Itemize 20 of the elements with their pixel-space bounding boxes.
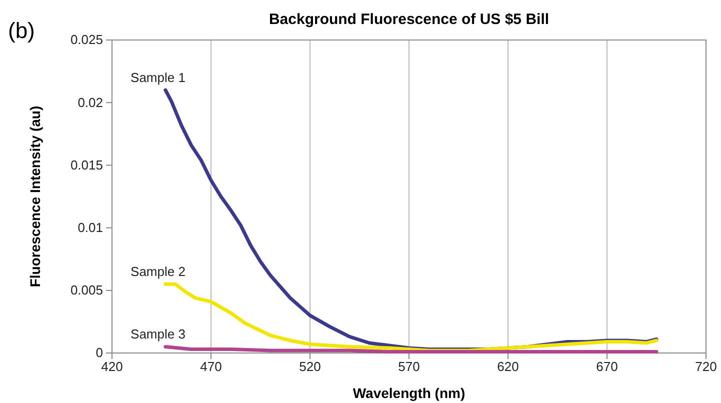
- y-tick-label: 0.025: [70, 32, 103, 48]
- y-tick-label: 0.01: [78, 220, 103, 235]
- x-tick-label: 520: [299, 359, 321, 374]
- series-label: Sample 3: [130, 326, 186, 342]
- x-tick-label: 620: [497, 359, 519, 374]
- series-label: Sample 2: [130, 264, 186, 280]
- y-axis-title: Fluorescence Intensity (au): [27, 106, 43, 288]
- chart-title: Background Fluorescence of US $5 Bill: [268, 11, 550, 28]
- x-tick-label: 670: [596, 359, 618, 374]
- y-tick-label: 0.005: [70, 282, 103, 298]
- y-tick-label: 0: [96, 345, 103, 360]
- y-tick-label: 0.015: [70, 157, 103, 172]
- x-tick-label: 420: [101, 359, 123, 374]
- x-tick-label: 470: [200, 359, 222, 374]
- y-tick-label: 0.02: [78, 94, 103, 110]
- text: (b): [8, 18, 35, 43]
- x-axis-title: Wavelength (nm): [352, 385, 466, 401]
- x-tick-label: 570: [398, 359, 420, 374]
- series-label: Sample 1: [130, 70, 186, 86]
- x-tick-label: 720: [695, 359, 717, 374]
